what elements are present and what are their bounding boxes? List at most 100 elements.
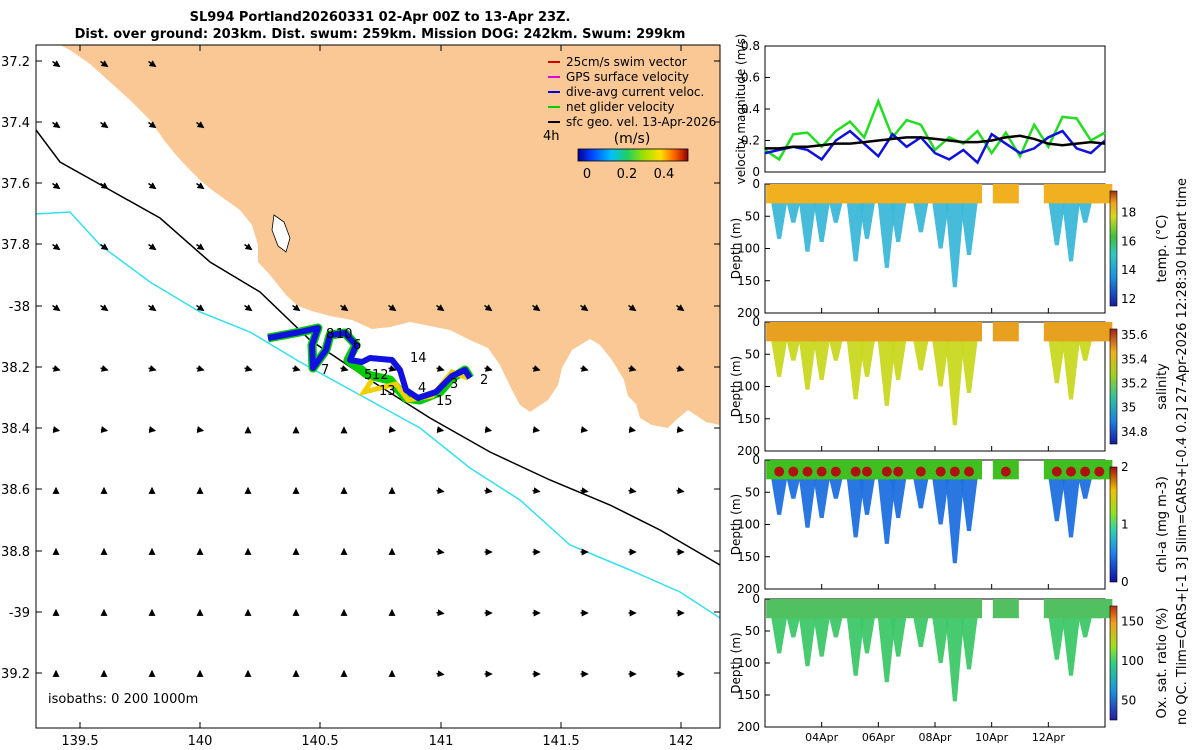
velocity-arrow [196,243,205,251]
chlorophyll-section: 0 50 100 150 200 Depth (m) 0 1 2 chl-a (mg m-3) [729,453,1170,596]
velocity-arrow [100,243,109,251]
surface-layer [854,322,880,342]
lat-tick-label: 38.2 [1,361,30,376]
section-ytick-label: 150 [737,412,760,426]
waypoint-label: 10 [336,327,353,342]
section-ytick-label: 150 [737,274,760,288]
section-ytick-label: 50 [745,624,760,638]
velocity-series-line [764,129,1106,165]
section-ytick-label: 100 [737,518,760,532]
section-ytick-label: 200 [737,306,760,320]
lat-tick-label: 38.4 [1,422,30,437]
velocity-arrow [532,487,541,495]
velocity-arrow [580,426,589,433]
velocity-arrow [580,487,589,495]
colorbar-tick-label: 18 [1121,206,1136,220]
velocity-arrow [52,243,61,251]
surface-layer [854,599,880,619]
velocity-arrow [628,365,637,372]
section-ytick-label: 0 [752,177,760,191]
section-ytick-label: 50 [745,209,760,223]
chl-maximum [1051,466,1062,477]
velocity-arrow [484,365,493,372]
surface-layer [822,322,849,342]
waypoint-labels: 2 3 4 5 6 7 8 10 12 13 14 15 [321,327,488,409]
colorbar-tick-label: 50 [1121,693,1136,707]
velocity-arrow [52,426,61,433]
interval-label: 4h [543,129,560,144]
colorbar-tick-label: 35.6 [1121,328,1148,342]
velocity-arrow [196,365,205,372]
dive-profile [943,322,966,426]
velocity-ytick-label: 0 [752,165,760,179]
velocity-arrow [148,304,157,312]
velocity-arrow [52,304,61,312]
time-tick-label: 04Apr [805,731,839,744]
colorbar-tick-label: 35 [1121,401,1136,415]
waypoint-label: 15 [436,394,453,409]
velocity-arrow [148,182,157,190]
colorbar-tick-label: 100 [1121,654,1144,668]
lon-tick-label: 141 [429,734,454,749]
time-tick-label: 10Apr [975,731,1009,744]
surface-layer [907,322,934,342]
velocity-arrow [196,182,205,190]
section-ylabel: Depth (m) [729,356,743,417]
velocity-arrow [244,365,253,372]
glider-track-yellow [358,369,469,403]
velocity-arrow [52,60,61,68]
velocity-arrow [436,426,445,433]
velocity-arrow [100,365,109,372]
velocity-series-line [764,97,1106,162]
section-ytick-label: 150 [737,550,760,564]
colorbar-tick-label: 34.8 [1121,425,1148,439]
dive-profile [943,184,966,288]
colorbar-variable-label: salinity [1155,363,1170,410]
chl-maximum [949,466,960,477]
velocity-arrow [532,365,541,372]
section-ytick-label: 200 [737,582,760,596]
map-frame [35,44,721,729]
velocity-arrow [484,487,493,495]
velocity-arrow [676,426,685,433]
legend-label: dive-avg current veloc. [566,85,704,99]
velocity-arrow [676,365,685,372]
velocity-arrow [628,304,637,312]
section-ytick-label: 0 [752,453,760,467]
velocity-arrow [436,548,445,556]
lat-tick-label: -39 [9,606,30,621]
waypoint-label: 14 [410,351,427,366]
section-ytick-label: 100 [737,242,760,256]
surface-layer [885,322,912,342]
lon-tick-label: 140 [188,734,213,749]
velocity-arrow [676,304,685,312]
colorbar-label: (m/s) [614,131,651,147]
chl-maximum [893,466,904,477]
velocity-arrow [148,121,157,129]
velocity-arrow [196,121,205,129]
lat-tick-label: 38.6 [1,483,30,498]
velocity-arrow [244,304,253,312]
velocity-arrow [484,304,493,312]
lon-tick-label: 139.5 [61,734,98,749]
legend-label: net glider velocity [566,100,674,114]
chl-maximum [1066,466,1076,477]
chl-maximum [1000,466,1011,477]
velocity-arrow [148,426,157,433]
lat-tick-label: 37.2 [1,55,30,70]
inlet [271,214,291,253]
colorbar-tick-label: 35.4 [1121,352,1148,366]
velocity-arrow [388,426,397,433]
velocity-arrow [196,426,205,433]
surface-layer [956,599,982,619]
surface-layer [956,322,982,342]
velocity-arrow [340,365,349,372]
chl-maximum [1080,466,1091,477]
velocity-arrow [148,60,157,68]
colorbar-tick-label: 16 [1121,234,1136,248]
legend-label: sfc geo. vel. 13-Apr-2026 [566,115,716,129]
section-ytick-label: 200 [737,444,760,458]
surface-layer [885,599,912,619]
lat-tick-label: 37.6 [1,177,30,192]
